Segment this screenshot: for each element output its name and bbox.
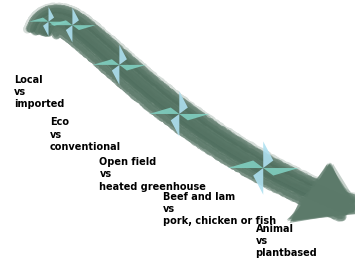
Polygon shape <box>49 20 72 25</box>
Polygon shape <box>72 25 95 30</box>
Polygon shape <box>112 65 119 85</box>
Polygon shape <box>93 59 119 65</box>
Polygon shape <box>290 165 355 221</box>
Polygon shape <box>263 168 299 176</box>
Polygon shape <box>179 114 209 120</box>
Polygon shape <box>290 164 355 221</box>
Text: Beef and lam
vs
pork, chicken or fish: Beef and lam vs pork, chicken or fish <box>163 192 277 226</box>
Text: Eco
vs
conventional: Eco vs conventional <box>50 117 121 152</box>
Polygon shape <box>49 22 68 26</box>
Text: Open field
vs
heated greenhouse: Open field vs heated greenhouse <box>99 157 206 192</box>
Polygon shape <box>149 107 179 114</box>
Polygon shape <box>119 45 127 65</box>
Polygon shape <box>287 165 355 220</box>
Polygon shape <box>43 22 49 36</box>
Polygon shape <box>72 8 79 25</box>
Polygon shape <box>179 91 188 114</box>
Polygon shape <box>289 163 355 219</box>
Text: Animal
vs
plantbased: Animal vs plantbased <box>256 224 317 258</box>
Polygon shape <box>293 167 355 222</box>
Polygon shape <box>292 163 353 221</box>
Polygon shape <box>66 25 72 43</box>
Polygon shape <box>293 167 353 221</box>
Polygon shape <box>119 65 146 70</box>
Polygon shape <box>293 163 355 221</box>
Polygon shape <box>289 168 354 223</box>
Polygon shape <box>171 114 179 137</box>
Polygon shape <box>292 164 355 219</box>
Polygon shape <box>253 168 263 195</box>
Polygon shape <box>29 17 49 22</box>
Polygon shape <box>228 161 263 168</box>
Polygon shape <box>263 142 273 168</box>
Text: Local
vs
imported: Local vs imported <box>14 75 65 109</box>
Polygon shape <box>287 164 355 221</box>
Polygon shape <box>49 7 54 22</box>
